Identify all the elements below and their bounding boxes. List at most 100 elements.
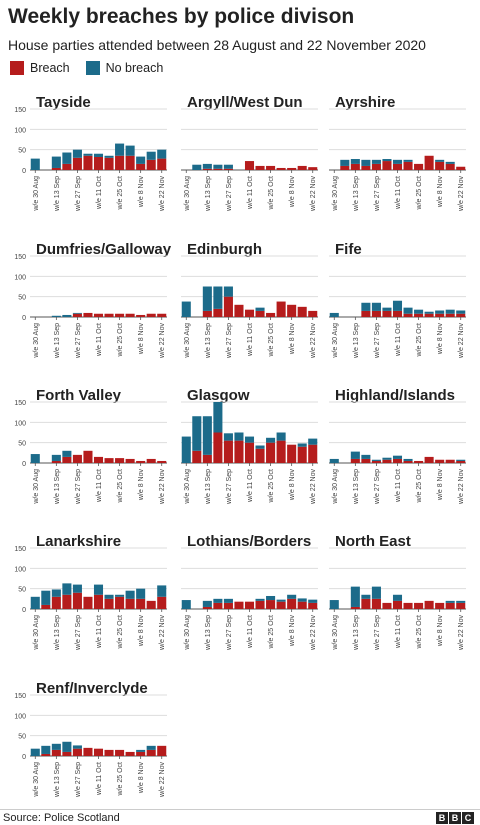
bar-breach [125, 598, 135, 609]
y-tick-label: 0 [22, 754, 26, 761]
bar-breach [445, 163, 455, 170]
x-tick-label: w/e 11 Oct [395, 323, 402, 357]
bar-no-breach [223, 598, 233, 603]
bar-no-breach [51, 156, 61, 168]
x-tick-label: w/e 30 Aug [33, 176, 40, 212]
bar-breach [297, 601, 307, 609]
bar-breach [276, 440, 286, 463]
bar-breach [192, 450, 202, 463]
panel-title-dumfries-galloway: Dumfries/Galloway [36, 241, 172, 258]
bar-breach [350, 458, 360, 463]
x-tick-label: w/e 11 Oct [395, 615, 402, 649]
bar-breach [157, 460, 167, 463]
x-tick-label: w/e 13 Sep [353, 469, 360, 505]
bar-breach [414, 460, 424, 463]
bar-no-breach [371, 459, 381, 461]
bar-breach [414, 602, 424, 609]
x-tick-label: w/e 22 Nov [310, 615, 317, 652]
x-tick-label: w/e 22 Nov [310, 323, 317, 360]
bar-no-breach [456, 459, 466, 461]
bar-breach [266, 600, 276, 609]
bar-no-breach [414, 309, 424, 314]
bar-no-breach [30, 454, 40, 463]
panel-title-fife: Fife [335, 241, 362, 258]
bar-breach [51, 167, 61, 170]
bar-breach [115, 596, 125, 609]
x-tick-label: w/e 22 Nov [159, 469, 166, 506]
panel-title-ayrshire: Ayrshire [335, 94, 395, 111]
bar-no-breach [213, 598, 223, 603]
bar-no-breach [41, 745, 51, 754]
bar-breach [93, 594, 104, 609]
bar-breach [244, 601, 255, 609]
bar-no-breach [51, 454, 61, 461]
x-tick-label: w/e 25 Oct [117, 323, 124, 358]
x-tick-label: w/e 11 Oct [247, 176, 254, 210]
x-tick-label: w/e 11 Oct [96, 762, 103, 796]
bar-no-breach [136, 156, 146, 164]
bar-no-breach [266, 437, 276, 443]
bar-breach [146, 313, 156, 317]
bar-no-breach [403, 159, 413, 162]
bar-breach [435, 602, 445, 609]
legend-breach-label: Breach [30, 61, 70, 75]
bar-breach [83, 596, 93, 609]
x-tick-label: w/e 25 Oct [416, 176, 423, 211]
y-tick-label: 50 [18, 734, 26, 741]
bar-breach [62, 456, 72, 463]
bar-no-breach [213, 286, 223, 309]
x-tick-label: w/e 13 Sep [54, 762, 61, 798]
bar-no-breach [213, 164, 223, 169]
bar-breach [244, 161, 255, 170]
x-tick-label: w/e 27 Sep [226, 469, 233, 505]
bar-no-breach [445, 600, 455, 603]
bar-breach [125, 155, 135, 170]
bar-breach [115, 155, 125, 170]
bar-breach [125, 313, 135, 317]
bar-no-breach [392, 455, 403, 459]
bar-no-breach [213, 402, 223, 433]
x-tick-label: w/e 8 Nov [138, 615, 145, 648]
bar-breach [287, 167, 297, 170]
bar-no-breach [255, 307, 265, 311]
x-tick-label: w/e 30 Aug [184, 615, 191, 651]
x-tick-label: w/e 22 Nov [159, 762, 166, 799]
bar-no-breach [181, 301, 191, 317]
panel-title-highland-islands: Highland/Islands [335, 387, 455, 404]
bar-breach [202, 310, 212, 317]
x-tick-label: w/e 27 Sep [374, 176, 381, 212]
bar-no-breach [329, 600, 339, 609]
bar-breach [213, 432, 223, 463]
bar-breach [146, 600, 156, 609]
bar-breach [371, 310, 381, 317]
x-tick-label: w/e 13 Sep [54, 615, 61, 651]
bar-no-breach [104, 155, 114, 158]
x-tick-label: w/e 13 Sep [205, 469, 212, 505]
bar-no-breach [445, 161, 455, 164]
bar-no-breach [72, 584, 82, 593]
bar-breach [445, 459, 455, 463]
bbc-logo: B B C [436, 812, 474, 824]
bar-breach [51, 749, 61, 756]
bar-no-breach [223, 286, 233, 297]
bar-breach [403, 602, 413, 609]
bar-no-breach [456, 310, 466, 314]
bar-breach [146, 458, 156, 463]
bbc-logo-letter: B [449, 812, 461, 824]
bar-no-breach [424, 311, 434, 314]
chart-subtitle: House parties attended between 28 August… [8, 37, 426, 53]
bar-breach [435, 313, 445, 317]
x-tick-label: w/e 27 Sep [226, 615, 233, 651]
bar-no-breach [435, 310, 445, 314]
x-tick-label: w/e 30 Aug [33, 323, 40, 359]
bar-no-breach [329, 458, 339, 463]
bar-breach [456, 602, 466, 609]
x-tick-label: w/e 27 Sep [226, 176, 233, 212]
bar-breach [392, 458, 403, 463]
x-tick-label: w/e 27 Sep [75, 615, 82, 651]
bar-no-breach [157, 149, 167, 159]
bar-breach [424, 313, 434, 317]
x-tick-label: w/e 25 Oct [268, 615, 275, 650]
bar-breach [213, 168, 223, 170]
